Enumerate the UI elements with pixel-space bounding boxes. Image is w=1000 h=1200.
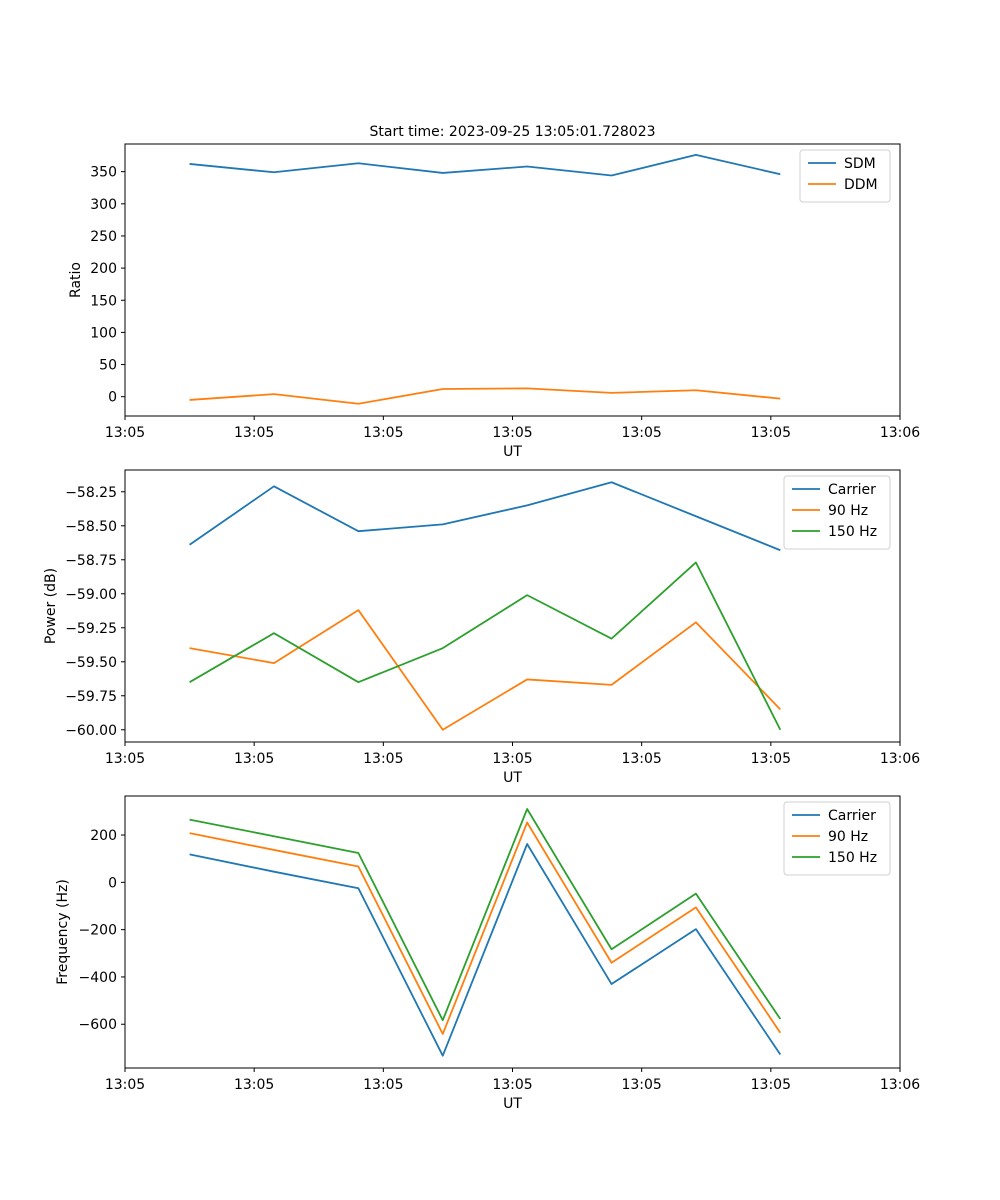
ratio-y-tick-label: 300 [90, 197, 117, 213]
power-x-tick-label: 13:05 [363, 751, 403, 767]
frequency-legend-label-carrier: Carrier [828, 808, 876, 824]
chart-title: Start time: 2023-09-25 13:05:01.728023 [369, 124, 655, 140]
power-series-150-hz [189, 561, 782, 731]
ratio-series-sdm [189, 154, 781, 177]
frequency-series-150-hz [189, 808, 782, 1022]
frequency-x-tick-label: 13:05 [105, 1077, 145, 1093]
power-panel: 13:05 13:05 13:05 13:05 13:05 13:05 13:06 −58.… [43, 469, 920, 786]
ratio-y-tick-label: 0 [108, 390, 117, 406]
frequency-x-axis: 13:05 13:05 13:05 13:05 13:05 13:05 13:06 [105, 1068, 920, 1093]
power-y-tick-label: −59.00 [65, 587, 117, 603]
ratio-x-axis: 13:05 13:05 13:05 13:05 13:05 13:05 13:06 [105, 416, 920, 441]
ratio-y-tick-label: 200 [90, 261, 117, 277]
ratio-panel: Start time: 2023-09-25 13:05:01.728023 1… [68, 124, 920, 460]
power-y-axis-label: Power (dB) [43, 568, 59, 644]
power-legend: Carrier 90 Hz 150 Hz [783, 475, 891, 550]
ratio-y-tick-label: 150 [90, 293, 117, 309]
ratio-x-tick-label: 13:05 [363, 425, 403, 441]
power-x-tick-label: 13:05 [751, 751, 791, 767]
ratio-series-ddm [189, 387, 781, 405]
ratio-x-tick-label: 13:05 [492, 425, 532, 441]
frequency-panel: 13:05 13:05 13:05 13:05 13:05 13:05 13:06 200 0… [55, 795, 920, 1112]
power-series-90-hz [189, 609, 781, 731]
power-y-axis: −58.25 −58.50 −58.75 −59.00 −59.25 −59.50 −59.… [65, 485, 125, 739]
power-x-axis: 13:05 13:05 13:05 13:05 13:05 13:05 13:06 [105, 742, 920, 767]
ratio-y-tick-label: 350 [90, 165, 117, 181]
frequency-y-tick-label: −200 [79, 923, 117, 939]
frequency-y-axis: 200 0 −200 −400 −600 [79, 828, 125, 1033]
power-y-tick-label: −60.00 [65, 723, 117, 739]
ratio-x-tick-label: 13:05 [105, 425, 145, 441]
power-series-carrier [189, 481, 781, 552]
ratio-x-tick-label: 13:05 [751, 425, 791, 441]
frequency-legend-label-150-hz: 150 Hz [828, 850, 877, 866]
power-x-tick-label: 13:06 [880, 751, 920, 767]
ratio-legend: SDM DDM [799, 149, 891, 203]
frequency-lines [189, 808, 782, 1057]
power-x-tick-label: 13:05 [234, 751, 274, 767]
power-y-tick-label: −59.75 [65, 689, 117, 705]
frequency-series-carrier [189, 843, 782, 1057]
frequency-y-axis-label: Frequency (Hz) [55, 879, 71, 985]
frequency-x-axis-label: UT [503, 1096, 522, 1112]
ratio-y-tick-label: 100 [90, 325, 117, 341]
ratio-x-axis-label: UT [503, 444, 522, 460]
power-lines [189, 481, 782, 731]
frequency-y-tick-label: 200 [90, 828, 117, 844]
ratio-y-axis-label: Ratio [68, 262, 84, 298]
power-y-tick-label: −59.50 [65, 655, 117, 671]
frequency-x-tick-label: 13:05 [751, 1077, 791, 1093]
power-x-tick-label: 13:05 [105, 751, 145, 767]
power-y-tick-label: −59.25 [65, 621, 117, 637]
frequency-x-tick-label: 13:05 [492, 1077, 532, 1093]
power-x-tick-label: 13:05 [492, 751, 532, 767]
power-y-tick-label: −58.25 [65, 485, 117, 501]
ratio-y-axis: 0 50 100 150 200 250 300 350 [90, 165, 125, 406]
power-legend-label-150-hz: 150 Hz [828, 524, 877, 540]
power-x-axis-label: UT [503, 770, 522, 786]
ratio-y-tick-label: 250 [90, 229, 117, 245]
ratio-x-tick-label: 13:05 [234, 425, 274, 441]
frequency-y-tick-label: −600 [79, 1017, 117, 1033]
frequency-x-tick-label: 13:06 [880, 1077, 920, 1093]
frequency-legend: Carrier 90 Hz 150 Hz [783, 801, 891, 876]
frequency-x-tick-label: 13:05 [621, 1077, 661, 1093]
ratio-legend-label-ddm: DDM [844, 177, 878, 193]
ratio-lines [189, 154, 781, 405]
frequency-legend-label-90-hz: 90 Hz [828, 829, 868, 845]
ratio-x-tick-label: 13:05 [621, 425, 661, 441]
frequency-y-tick-label: 0 [108, 875, 117, 891]
frequency-x-tick-label: 13:05 [363, 1077, 403, 1093]
power-y-tick-label: −58.75 [65, 553, 117, 569]
frequency-y-tick-label: −400 [79, 970, 117, 986]
power-legend-label-carrier: Carrier [828, 482, 876, 498]
frequency-x-tick-label: 13:05 [234, 1077, 274, 1093]
ratio-legend-label-sdm: SDM [844, 156, 876, 172]
power-legend-label-90-hz: 90 Hz [828, 503, 868, 519]
power-x-tick-label: 13:05 [621, 751, 661, 767]
frequency-series-90-hz [189, 821, 782, 1035]
ratio-y-tick-label: 50 [99, 358, 117, 374]
power-y-tick-label: −58.50 [65, 519, 117, 535]
ratio-x-tick-label: 13:06 [880, 425, 920, 441]
